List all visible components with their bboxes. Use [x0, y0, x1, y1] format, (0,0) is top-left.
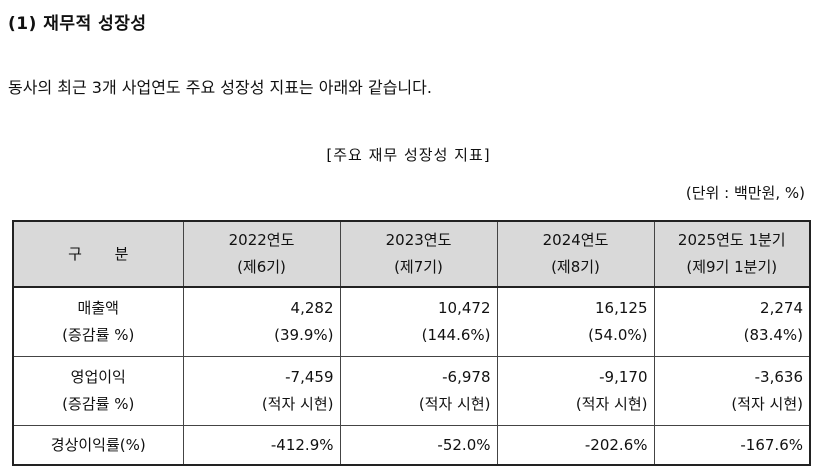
value: 10,472 [438, 299, 491, 317]
header-year: 2024연도 [542, 231, 609, 249]
header-period: (제8기) [551, 258, 600, 276]
table-row-ordinary-margin: 경상이익률(%) -412.9% -52.0% -202.6% -167.6% [12, 425, 811, 466]
value-cell: 2,274 (83.4%) [653, 286, 811, 357]
value: -202.6% [584, 435, 648, 454]
subvalue: (83.4%) [743, 326, 803, 344]
value: -9,170 [599, 368, 648, 386]
row-label: 매출액 [77, 299, 119, 317]
row-label-cell: 경상이익률(%) [12, 425, 184, 466]
value-cell: 16,125 (54.0%) [496, 286, 655, 357]
row-label: 영업이익 [70, 368, 126, 386]
row-label-cell: 영업이익 (증감률 %) [12, 356, 184, 426]
growth-indicators-table: 구 분 2022연도 (제6기) 2023연도 (제7기) 2024연도 (제8… [12, 220, 811, 466]
header-col-2022: 2022연도 (제6기) [182, 220, 341, 288]
header-label: 구 분 [12, 220, 184, 288]
value-cell: -167.6% [653, 425, 811, 466]
value: -167.6% [740, 435, 803, 454]
value: 16,125 [595, 299, 648, 317]
value-cell: 10,472 (144.6%) [339, 286, 498, 357]
row-sublabel: (증감률 %) [62, 326, 135, 344]
value-cell: -7,459 (적자 시현) [182, 356, 341, 426]
value-cell: -412.9% [182, 425, 341, 466]
table-row-operating-income: 영업이익 (증감률 %) -7,459 (적자 시현) -6,978 (적자 시… [12, 356, 811, 426]
table-header-row: 구 분 2022연도 (제6기) 2023연도 (제7기) 2024연도 (제8… [12, 220, 811, 288]
value-cell: -52.0% [339, 425, 498, 466]
header-col-2024: 2024연도 (제8기) [496, 220, 655, 288]
table-caption: [주요 재무 성장성 지표] [326, 146, 491, 164]
table-row-revenue: 매출액 (증감률 %) 4,282 (39.9%) 10,472 (144.6%… [12, 286, 811, 357]
value-cell: -6,978 (적자 시현) [339, 356, 498, 426]
unit-note: (단위 : 백만원, %) [685, 184, 805, 202]
value: -7,459 [285, 368, 334, 386]
row-label-cell: 매출액 (증감률 %) [12, 286, 184, 357]
intro-text: 동사의 최근 3개 사업연도 주요 성장성 지표는 아래와 같습니다. [8, 78, 432, 97]
value: 2,274 [760, 299, 803, 317]
header-period: (제7기) [394, 258, 443, 276]
row-label: 경상이익률(%) [50, 435, 146, 454]
header-year: 2023연도 [385, 231, 452, 249]
header-col-2025q1: 2025연도 1분기 (제9기 1분기) [653, 220, 811, 288]
subvalue: (54.0%) [588, 326, 648, 344]
header-period: (제9기 1분기) [686, 258, 778, 276]
subvalue: (144.6%) [421, 326, 491, 344]
value-cell: -3,636 (적자 시현) [653, 356, 811, 426]
value-cell: -202.6% [496, 425, 655, 466]
value: -6,978 [442, 368, 491, 386]
value-cell: -9,170 (적자 시현) [496, 356, 655, 426]
subvalue: (적자 시현) [575, 395, 648, 413]
row-sublabel: (증감률 %) [62, 395, 135, 413]
header-period: (제6기) [237, 258, 286, 276]
value: -412.9% [270, 435, 334, 454]
subvalue: (39.9%) [274, 326, 334, 344]
value: -3,636 [754, 368, 803, 386]
subvalue: (적자 시현) [418, 395, 491, 413]
value-cell: 4,282 (39.9%) [182, 286, 341, 357]
section-title: (1) 재무적 성장성 [8, 14, 147, 34]
value: 4,282 [290, 299, 334, 317]
subvalue: (적자 시현) [261, 395, 334, 413]
subvalue: (적자 시현) [731, 395, 803, 413]
header-year: 2022연도 [228, 231, 295, 249]
header-col-2023: 2023연도 (제7기) [339, 220, 498, 288]
value: -52.0% [437, 435, 491, 454]
header-year: 2025연도 1분기 [677, 231, 786, 249]
